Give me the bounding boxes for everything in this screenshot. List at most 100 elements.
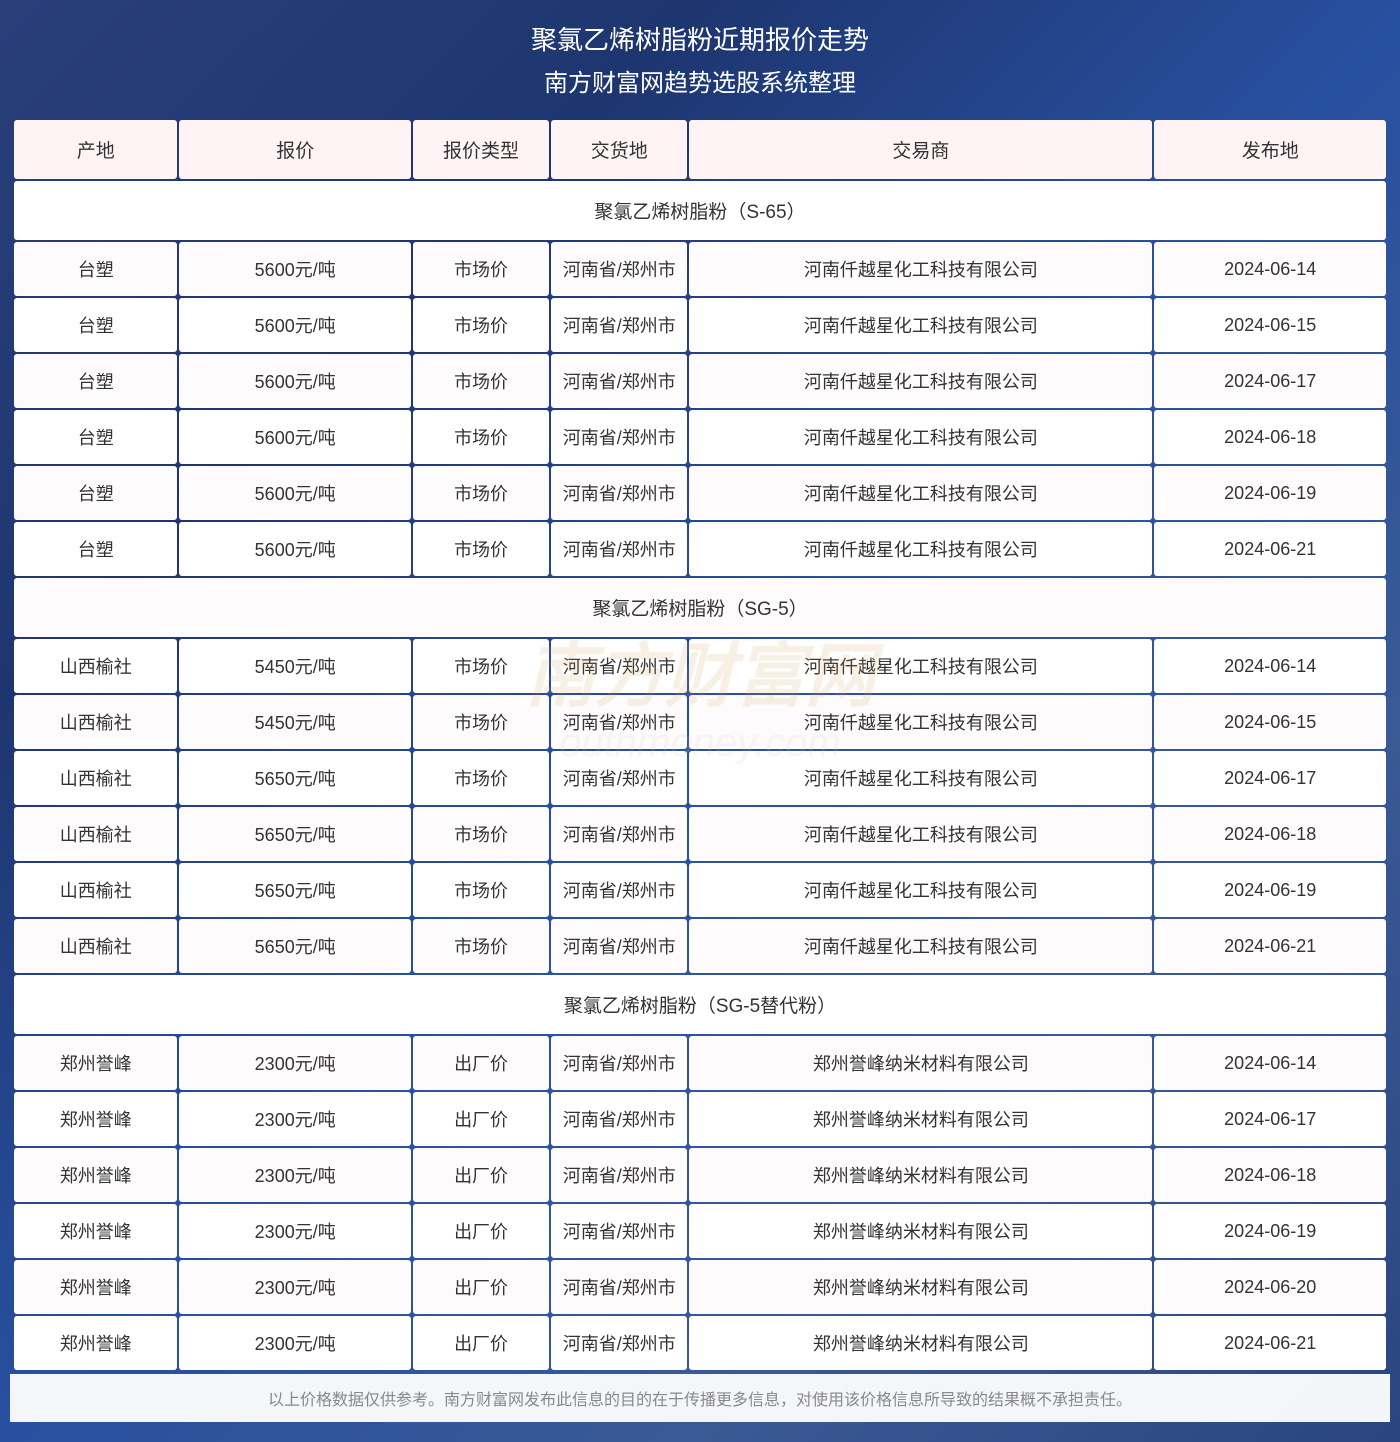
page-subtitle: 南方财富网趋势选股系统整理 [10, 63, 1390, 98]
table-cell: 2024-06-19 [1154, 1204, 1386, 1258]
table-cell: 河南仟越星化工科技有限公司 [689, 639, 1152, 693]
table-cell: 5650元/吨 [179, 863, 411, 917]
table-cell: 台塑 [14, 354, 177, 408]
section-title-row: 聚氯乙烯树脂粉（SG-5） [14, 578, 1386, 637]
table-cell: 市场价 [413, 639, 549, 693]
table-row: 郑州誉峰2300元/吨出厂价河南省/郑州市郑州誉峰纳米材料有限公司2024-06… [14, 1316, 1386, 1370]
table-cell: 河南省/郑州市 [551, 354, 687, 408]
table-cell: 河南仟越星化工科技有限公司 [689, 466, 1152, 520]
table-cell: 河南省/郑州市 [551, 1316, 687, 1370]
table-cell: 2024-06-18 [1154, 807, 1386, 861]
table-cell: 山西榆社 [14, 695, 177, 749]
table-cell: 出厂价 [413, 1260, 549, 1314]
table-cell: 2024-06-21 [1154, 522, 1386, 576]
table-cell: 郑州誉峰纳米材料有限公司 [689, 1092, 1152, 1146]
table-cell: 河南省/郑州市 [551, 1036, 687, 1090]
table-cell: 山西榆社 [14, 639, 177, 693]
table-cell: 市场价 [413, 919, 549, 973]
table-cell: 市场价 [413, 354, 549, 408]
table-cell: 出厂价 [413, 1148, 549, 1202]
table-cell: 河南仟越星化工科技有限公司 [689, 410, 1152, 464]
table-cell: 市场价 [413, 410, 549, 464]
table-cell: 郑州誉峰 [14, 1092, 177, 1146]
table-cell: 郑州誉峰纳米材料有限公司 [689, 1036, 1152, 1090]
table-cell: 郑州誉峰纳米材料有限公司 [689, 1148, 1152, 1202]
table-row: 台塑5600元/吨市场价河南省/郑州市河南仟越星化工科技有限公司2024-06-… [14, 354, 1386, 408]
table-row: 山西榆社5650元/吨市场价河南省/郑州市河南仟越星化工科技有限公司2024-0… [14, 807, 1386, 861]
table-cell: 2024-06-18 [1154, 1148, 1386, 1202]
table-cell: 2300元/吨 [179, 1204, 411, 1258]
table-cell: 郑州誉峰 [14, 1204, 177, 1258]
table-cell: 郑州誉峰纳米材料有限公司 [689, 1316, 1152, 1370]
table-cell: 2024-06-17 [1154, 751, 1386, 805]
table-cell: 河南省/郑州市 [551, 919, 687, 973]
col-header-price: 报价 [179, 120, 411, 179]
table-cell: 出厂价 [413, 1036, 549, 1090]
table-cell: 5600元/吨 [179, 354, 411, 408]
table-cell: 河南省/郑州市 [551, 1092, 687, 1146]
table-cell: 河南省/郑州市 [551, 639, 687, 693]
table-cell: 市场价 [413, 695, 549, 749]
table-cell: 5650元/吨 [179, 751, 411, 805]
table-cell: 河南仟越星化工科技有限公司 [689, 807, 1152, 861]
table-cell: 台塑 [14, 410, 177, 464]
table-cell: 市场价 [413, 863, 549, 917]
table-cell: 河南省/郑州市 [551, 466, 687, 520]
table-row: 山西榆社5450元/吨市场价河南省/郑州市河南仟越星化工科技有限公司2024-0… [14, 639, 1386, 693]
table-header-row: 产地 报价 报价类型 交货地 交易商 发布地 [14, 120, 1386, 179]
col-header-trader: 交易商 [689, 120, 1152, 179]
table-cell: 2024-06-15 [1154, 695, 1386, 749]
table-cell: 河南省/郑州市 [551, 1148, 687, 1202]
table-cell: 2300元/吨 [179, 1260, 411, 1314]
table-cell: 2024-06-21 [1154, 1316, 1386, 1370]
table-cell: 山西榆社 [14, 919, 177, 973]
table-cell: 2300元/吨 [179, 1092, 411, 1146]
table-cell: 出厂价 [413, 1204, 549, 1258]
table-cell: 台塑 [14, 298, 177, 352]
table-cell: 5600元/吨 [179, 466, 411, 520]
table-cell: 市场价 [413, 466, 549, 520]
table-cell: 5450元/吨 [179, 695, 411, 749]
table-cell: 河南仟越星化工科技有限公司 [689, 298, 1152, 352]
table-cell: 市场价 [413, 751, 549, 805]
table-cell: 河南省/郑州市 [551, 807, 687, 861]
table-cell: 河南省/郑州市 [551, 1204, 687, 1258]
table-row: 郑州誉峰2300元/吨出厂价河南省/郑州市郑州誉峰纳米材料有限公司2024-06… [14, 1092, 1386, 1146]
table-row: 郑州誉峰2300元/吨出厂价河南省/郑州市郑州誉峰纳米材料有限公司2024-06… [14, 1036, 1386, 1090]
table-cell: 河南省/郑州市 [551, 1260, 687, 1314]
table-cell: 出厂价 [413, 1316, 549, 1370]
table-cell: 5600元/吨 [179, 242, 411, 296]
table-cell: 2300元/吨 [179, 1148, 411, 1202]
table-cell: 2024-06-18 [1154, 410, 1386, 464]
table-row: 山西榆社5450元/吨市场价河南省/郑州市河南仟越星化工科技有限公司2024-0… [14, 695, 1386, 749]
table-cell: 河南仟越星化工科技有限公司 [689, 242, 1152, 296]
table-row: 台塑5600元/吨市场价河南省/郑州市河南仟越星化工科技有限公司2024-06-… [14, 522, 1386, 576]
table-cell: 山西榆社 [14, 863, 177, 917]
table-cell: 台塑 [14, 522, 177, 576]
table-cell: 河南省/郑州市 [551, 695, 687, 749]
table-cell: 河南仟越星化工科技有限公司 [689, 751, 1152, 805]
table-cell: 2024-06-21 [1154, 919, 1386, 973]
table-row: 台塑5600元/吨市场价河南省/郑州市河南仟越星化工科技有限公司2024-06-… [14, 466, 1386, 520]
table-row: 山西榆社5650元/吨市场价河南省/郑州市河南仟越星化工科技有限公司2024-0… [14, 919, 1386, 973]
col-header-date: 发布地 [1154, 120, 1386, 179]
table-cell: 河南仟越星化工科技有限公司 [689, 863, 1152, 917]
page-title: 聚氯乙烯树脂粉近期报价走势 [10, 20, 1390, 57]
table-cell: 郑州誉峰 [14, 1036, 177, 1090]
table-cell: 郑州誉峰 [14, 1316, 177, 1370]
section-title-row: 聚氯乙烯树脂粉（SG-5替代粉） [14, 975, 1386, 1034]
table-cell: 市场价 [413, 298, 549, 352]
table-cell: 2024-06-20 [1154, 1260, 1386, 1314]
table-row: 郑州誉峰2300元/吨出厂价河南省/郑州市郑州誉峰纳米材料有限公司2024-06… [14, 1148, 1386, 1202]
table-cell: 2024-06-19 [1154, 466, 1386, 520]
table-cell: 2024-06-19 [1154, 863, 1386, 917]
table-cell: 2300元/吨 [179, 1316, 411, 1370]
table-cell: 台塑 [14, 242, 177, 296]
table-cell: 市场价 [413, 522, 549, 576]
table-body: 聚氯乙烯树脂粉（S-65）台塑5600元/吨市场价河南省/郑州市河南仟越星化工科… [14, 181, 1386, 1370]
col-header-delivery: 交货地 [551, 120, 687, 179]
table-cell: 河南仟越星化工科技有限公司 [689, 695, 1152, 749]
table-cell: 郑州誉峰纳米材料有限公司 [689, 1204, 1152, 1258]
table-cell: 市场价 [413, 807, 549, 861]
table-cell: 河南仟越星化工科技有限公司 [689, 354, 1152, 408]
